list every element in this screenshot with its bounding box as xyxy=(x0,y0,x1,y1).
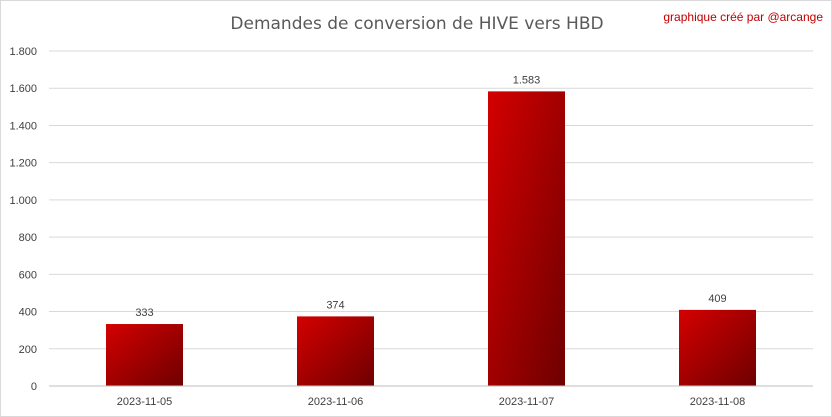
bar xyxy=(297,316,374,386)
x-tick-label: 2023-11-07 xyxy=(499,396,554,408)
y-tick-label: 0 xyxy=(31,381,37,393)
y-tick-label: 1.800 xyxy=(9,46,37,58)
x-tick-label: 2023-11-08 xyxy=(690,396,745,408)
y-axis-tick-labels: 0 200 400 600 800 1.000 1.200 1.400 1.600 1.800 xyxy=(9,46,37,393)
bar xyxy=(106,324,183,386)
y-tick-label: 1.000 xyxy=(9,195,37,207)
x-tick-label: 2023-11-06 xyxy=(308,396,363,408)
gridlines xyxy=(49,50,813,350)
y-tick-label: 600 xyxy=(19,269,37,281)
data-label: 333 xyxy=(135,307,153,319)
data-label: 1.583 xyxy=(513,74,541,86)
bars xyxy=(106,91,756,386)
data-label: 374 xyxy=(326,299,344,311)
bar xyxy=(488,91,565,386)
y-tick-label: 400 xyxy=(19,307,37,319)
data-labels: 333 374 1.583 409 xyxy=(135,74,726,319)
y-tick-label: 1.600 xyxy=(9,83,37,95)
y-tick-label: 1.200 xyxy=(9,158,37,170)
y-tick-label: 800 xyxy=(19,232,37,244)
y-tick-label: 1.400 xyxy=(9,120,37,132)
bar xyxy=(679,309,756,386)
x-axis-tick-labels: 2023-11-05 2023-11-06 2023-11-07 2023-11-08 xyxy=(117,396,745,408)
chart-title: Demandes de conversion de HIVE vers HBD xyxy=(230,14,603,34)
x-tick-label: 2023-11-05 xyxy=(117,396,172,408)
data-label: 409 xyxy=(708,293,726,305)
y-tick-label: 200 xyxy=(19,344,37,356)
chart-credit: graphique créé par @arcange xyxy=(663,10,823,24)
